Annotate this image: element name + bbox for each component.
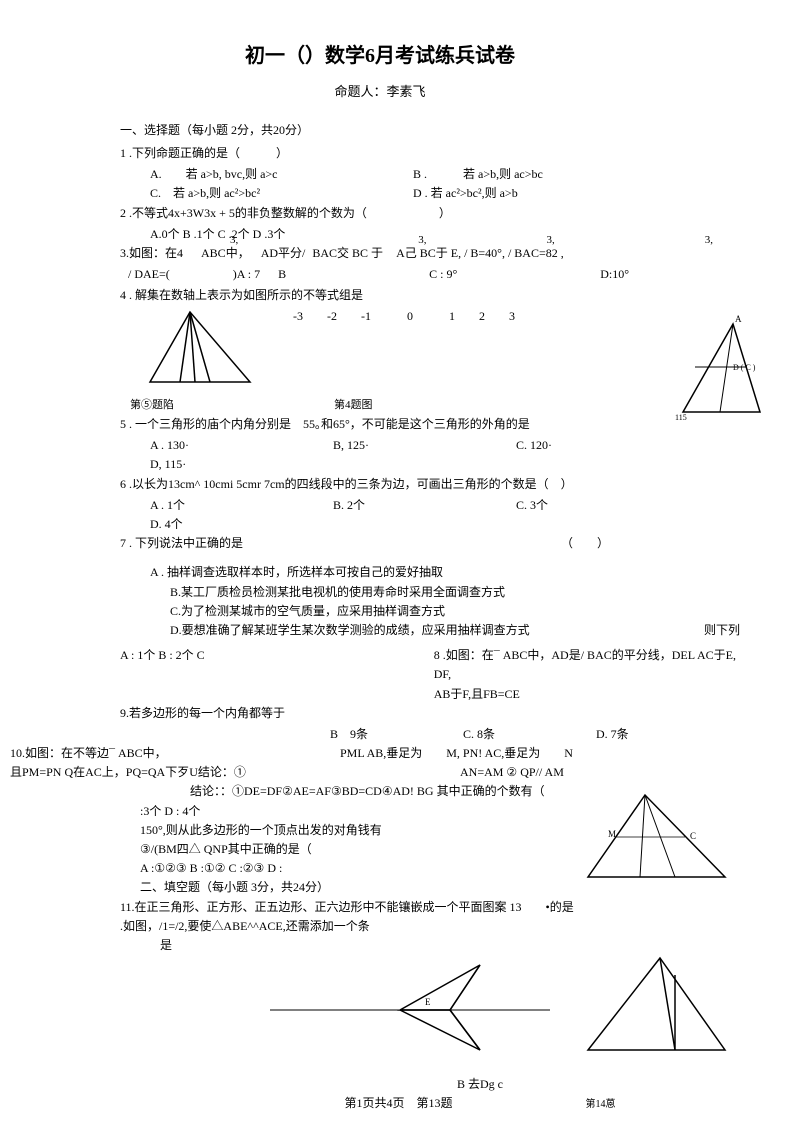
triangle-q5-right-icon: A D ( C ) 115 (675, 312, 765, 422)
q5-caption: 第⑤题陷 (130, 397, 174, 415)
figure-q14-icon (580, 950, 730, 1060)
q4-stem: 4 . 解集在数轴上表示为如图所示的不等式组是 (120, 286, 750, 305)
footer-page: 第1页共4页 第13题 (344, 1096, 452, 1110)
q6-d: D. 4个 (150, 515, 183, 534)
q2-stem: 2 .不等式4x+3W3x + 5的非负整数解的个数为（ ） (120, 204, 750, 223)
q10-l1r: PML AB,垂足为 M, PN! AC,垂足为 N (340, 744, 573, 763)
label-A: A (735, 314, 742, 324)
q10-l1: 10.如图：在不等边¯ ABC中， (10, 744, 340, 763)
number-line-ticks: -3 -2 -1 0 1 2 3 (293, 307, 515, 326)
q6-b: B. 2个 (333, 496, 473, 515)
q5-b: B, 125· (333, 436, 473, 455)
footer-r: 第14蒽 (586, 1099, 616, 1110)
q9-b: B 9条 (330, 725, 460, 744)
q9-c: C. 8条 (463, 725, 593, 744)
triangle-q10-icon: M C (580, 787, 730, 887)
q1-opt-c: C. 若 a>b,则 ac²>bc² (150, 184, 370, 203)
page-title: 初一（）数学6月考试练兵试卷 (10, 40, 750, 72)
q8-left: A : 1个 B : 2个 C (120, 646, 434, 704)
q10-l2: 且PM=PN Q在AC上，PQ=QA下歹U结论：① (10, 763, 460, 782)
q5-stem: 5 . 一个三角形的庙个内角分别是 55｡和65°，不可能是这个三角形的外角的是 (120, 415, 750, 434)
q3-top3-3: 3, (547, 232, 555, 250)
q8-line2: AB于F,且FB=CE (434, 685, 750, 704)
svg-text:E: E (425, 997, 431, 1007)
q4-caption: 第4题图 (334, 397, 373, 415)
svg-text:C: C (690, 831, 696, 841)
q1-opt-b: B . 若 a>b,则 ac>bc (413, 165, 543, 184)
q7-a: A . 抽样调查选取样本时，所选样本可按自己的爱好抽取 (150, 563, 750, 582)
q9-d: D. 7条 (596, 727, 629, 741)
section-1-header: 一、选择题（每小题 2分，共20分） (120, 121, 750, 140)
figure-q13-icon: E (270, 955, 550, 1055)
q3-B: B (278, 267, 286, 281)
q1-opt-d: D . 若 ac²>bc²,则 a>b (413, 184, 518, 203)
q5-c: C. 120· (516, 436, 656, 455)
q3-top3-2: 3, (418, 232, 426, 250)
q8-stem: 8 .如图：在¯ ABC中，AD是/ BAC的平分线，DEL AC于E, DF, (434, 646, 750, 684)
q6-a: A . 1个 (150, 496, 290, 515)
q3-dae: / DAE=( (128, 267, 170, 281)
svg-text:D ( C ): D ( C ) (733, 363, 756, 372)
q6-c: C. 3个 (516, 496, 656, 515)
q6-stem: 6 .以长为13cm^ 10cmi 5cmr 7cm的四线段中的三条为边，可画出… (120, 475, 750, 494)
q3-top3-1: 3, (230, 232, 238, 250)
q7-b: B.某工厂质检员检测某批电视机的使用寿命时采用全面调查方式 (170, 583, 750, 602)
q7-c: C.为了检测某城市的空气质量，应采用抽样调查方式 (170, 602, 750, 621)
triangle-q5-icon (140, 307, 260, 387)
q3-pre: 3.如图：在4 (120, 246, 183, 260)
q10-l2r: AN=AM ② QP// AM (460, 763, 564, 782)
q3-a7: )A : 7 (233, 267, 260, 281)
q3-c9: C : 9° (429, 267, 457, 281)
q7-d: D.要想准确了解某班学生某次数学测验的成绩，应采用抽样调查方式 (170, 621, 704, 640)
author: 命题人：李素飞 (10, 82, 750, 103)
q7-tail: 则下列 (704, 621, 740, 640)
q11-stem: 11.在正三角形、正方形、正五边形、正六边形中不能镶嵌成一个平面图案 13 •的… (120, 898, 750, 917)
q12-l1: .如图，/1=/2,要使△ABE^^ACE,还需添加一个条 (120, 917, 750, 936)
footer-bdgc: B 去Dg c (457, 1077, 503, 1091)
q1-opt-a: A. 若 a>b, bvc,则 a>c (150, 165, 370, 184)
q5-a: A . 130· (150, 436, 290, 455)
svg-text:M: M (608, 829, 616, 839)
q9-stem: 9.若多边形的每一个内角都等于 (120, 704, 750, 723)
q3-d10: D:10° (600, 267, 629, 281)
q3-top3-4: 3, (705, 232, 713, 250)
svg-text:115: 115 (675, 413, 687, 422)
q5-d: D, 115· (150, 455, 186, 474)
q1-stem: 1 .下列命题正确的是（ ） (120, 144, 750, 163)
q7-stem: 7 . 下列说法中正确的是 （ ） (120, 534, 750, 553)
